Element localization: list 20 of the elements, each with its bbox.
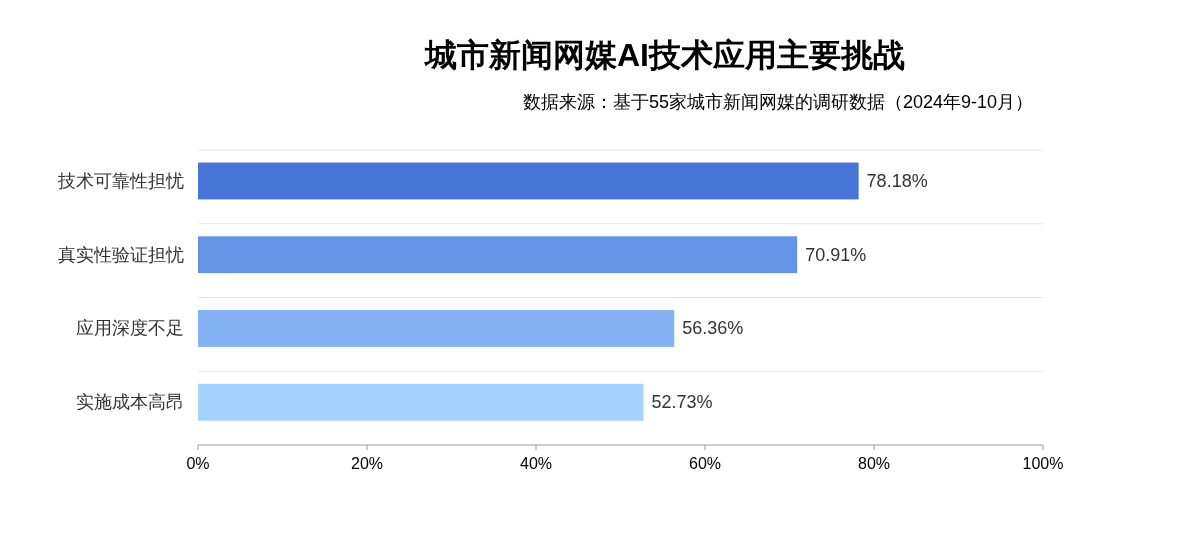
x-tick-label: 60% [688, 455, 722, 472]
chart-title: 城市新闻网媒AI技术应用主要挑战 [423, 37, 905, 73]
x-tick-label: 0% [186, 455, 210, 472]
bar [198, 162, 859, 200]
y-tick-label: 真实性验证担忧 [58, 244, 184, 265]
y-tick-label: 技术可靠性担忧 [57, 170, 184, 191]
bar [198, 310, 675, 347]
bar [198, 383, 644, 421]
data-label: 56.36% [682, 318, 744, 339]
x-tick-label: 20% [350, 455, 384, 472]
data-label: 52.73% [651, 392, 713, 413]
bar [198, 236, 798, 274]
x-tick-label: 40% [519, 455, 553, 472]
x-tick-label: 100% [1022, 455, 1064, 472]
data-label: 78.18% [866, 170, 928, 191]
y-tick-label: 实施成本高昂 [76, 392, 184, 413]
y-tick-label: 应用深度不足 [76, 318, 184, 339]
x-tick-label: 80% [857, 455, 891, 472]
data-label: 70.91% [805, 244, 867, 265]
chart-subtitle: 数据来源：基于55家城市新闻网媒的调研数据（2024年9-10月） [522, 92, 1033, 112]
